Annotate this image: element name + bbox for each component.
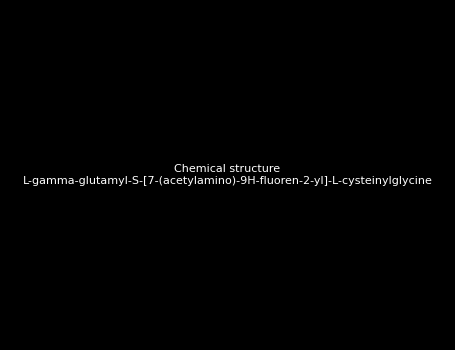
Text: Chemical structure
L-gamma-glutamyl-S-[7-(acetylamino)-9H-fluoren-2-yl]-L-cystei: Chemical structure L-gamma-glutamyl-S-[7…	[23, 164, 432, 186]
